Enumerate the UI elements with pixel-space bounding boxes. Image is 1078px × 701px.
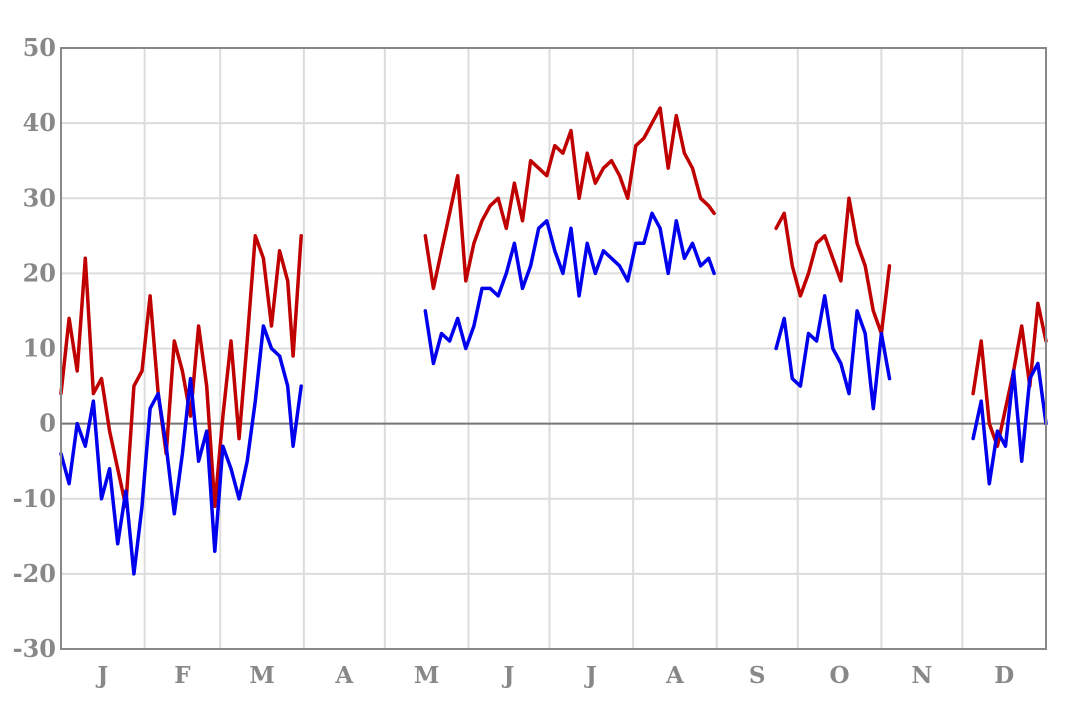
x-tick-label: D	[994, 662, 1014, 689]
series-high-line	[774, 196, 892, 336]
series-low-line	[59, 324, 303, 576]
series-low-line	[774, 294, 892, 411]
x-tick-label: F	[174, 662, 191, 689]
series-lines	[59, 106, 1048, 576]
x-tick-label: A	[334, 662, 354, 689]
plot-frame	[60, 47, 1047, 650]
y-tick-label: -30	[13, 634, 56, 663]
y-tick-label: -20	[13, 559, 56, 588]
x-tick-label: J	[95, 662, 108, 689]
y-tick-label: 40	[23, 108, 56, 137]
y-tick-label: 0	[39, 409, 56, 438]
y-tick-label: 50	[23, 33, 56, 62]
x-tick-label: M	[249, 662, 274, 689]
series-high-line	[423, 106, 716, 291]
series-low-line	[423, 211, 716, 366]
y-tick-label: -10	[13, 484, 56, 513]
x-tick-label: J	[502, 662, 515, 689]
y-tick-label: 10	[23, 334, 56, 363]
x-tick-label: S	[749, 662, 766, 689]
x-tick-label: J	[584, 662, 597, 689]
grid	[61, 47, 1046, 650]
x-tick-label: A	[665, 662, 685, 689]
x-tick-label: O	[830, 662, 850, 689]
series-high-line	[59, 234, 303, 509]
y-tick-label: 30	[23, 183, 56, 212]
y-tick-labels: -30 -20 -10 0 10 20 30 40 50	[13, 33, 56, 663]
y-tick-label: 20	[23, 258, 56, 287]
x-tick-label: M	[414, 662, 439, 689]
x-tick-label: N	[911, 662, 932, 689]
series-high-line	[971, 301, 1048, 448]
series-low-line	[971, 361, 1048, 486]
